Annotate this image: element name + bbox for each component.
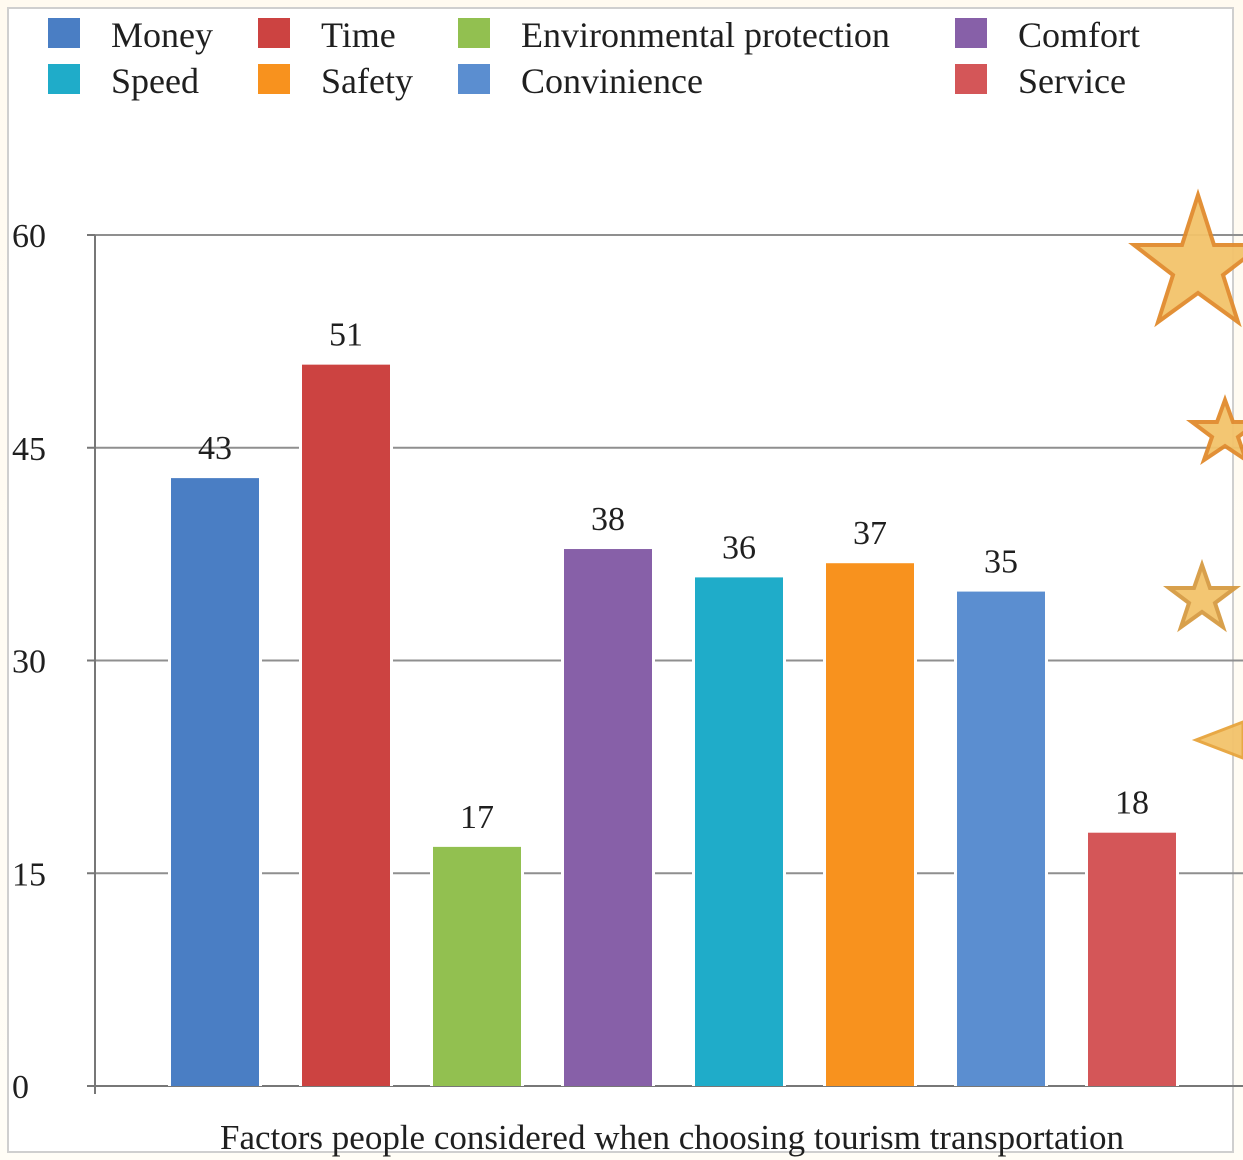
data-label-safety: 37 bbox=[853, 515, 887, 552]
legend-swatch-service bbox=[955, 64, 987, 94]
grid-lines bbox=[95, 234, 1243, 875]
star-decorations bbox=[1128, 188, 1243, 760]
bar-speed bbox=[695, 577, 783, 1086]
data-labels: 43 51 17 38 36 37 35 18 bbox=[198, 317, 1149, 836]
legend-label-money: Money bbox=[111, 15, 213, 55]
y-tick-label-15: 15 bbox=[12, 856, 46, 893]
legend-label-convinience: Convinience bbox=[521, 61, 703, 101]
legend-label-service: Service bbox=[1018, 61, 1126, 101]
legend-label-environmental-protection: Environmental protection bbox=[521, 15, 890, 55]
y-tick-label-30: 30 bbox=[12, 644, 46, 681]
bar-environmental-protection bbox=[433, 846, 521, 1086]
bar-time bbox=[302, 364, 390, 1086]
data-label-money: 43 bbox=[198, 430, 232, 467]
axes bbox=[87, 234, 1243, 1094]
bars bbox=[168, 361, 1179, 1086]
bar-comfort bbox=[564, 549, 652, 1086]
legend-swatch-speed bbox=[48, 64, 80, 94]
data-label-environmental-protection: 17 bbox=[460, 799, 494, 836]
legend-swatch-money bbox=[48, 18, 80, 48]
star-decoration-3 bbox=[1163, 558, 1241, 633]
data-label-service: 18 bbox=[1115, 785, 1149, 822]
legend: Money Time Environmental protection Comfort… bbox=[48, 15, 1140, 101]
bar-safety bbox=[826, 563, 914, 1086]
legend-label-comfort: Comfort bbox=[1018, 15, 1140, 55]
legend-swatch-comfort bbox=[955, 18, 987, 48]
bar-money bbox=[171, 478, 259, 1086]
legend-swatch-convinience bbox=[458, 64, 490, 94]
legend-label-speed: Speed bbox=[111, 61, 199, 101]
y-tick-label-60: 60 bbox=[12, 218, 46, 255]
x-axis-title: Factors people considered when choosing … bbox=[220, 1118, 1124, 1157]
star-decoration-2 bbox=[1186, 394, 1243, 465]
y-tick-label-45: 45 bbox=[12, 431, 46, 468]
legend-label-safety: Safety bbox=[321, 61, 413, 101]
legend-swatch-environmental-protection bbox=[458, 18, 490, 48]
data-label-time: 51 bbox=[329, 317, 363, 354]
bar-service bbox=[1088, 832, 1176, 1086]
y-tick-label-0: 0 bbox=[12, 1069, 29, 1106]
y-tick-labels: 0 15 30 45 60 bbox=[12, 218, 46, 1106]
bar-convinience bbox=[957, 591, 1045, 1086]
data-label-speed: 36 bbox=[722, 529, 756, 566]
data-label-convinience: 35 bbox=[984, 544, 1018, 581]
legend-swatch-safety bbox=[258, 64, 290, 94]
star-decoration-4 bbox=[1191, 720, 1243, 760]
legend-label-time: Time bbox=[321, 15, 396, 55]
star-decoration-1 bbox=[1128, 188, 1243, 328]
legend-swatch-time bbox=[258, 18, 290, 48]
data-label-comfort: 38 bbox=[591, 501, 625, 538]
